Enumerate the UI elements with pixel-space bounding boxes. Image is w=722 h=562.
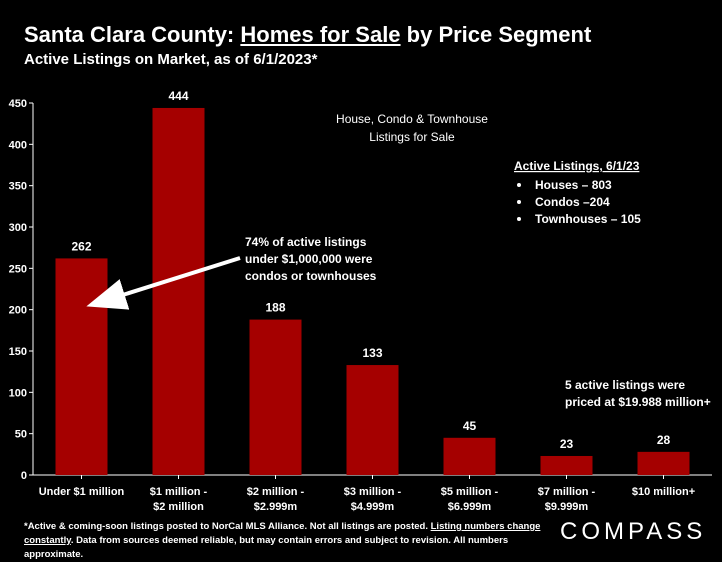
arrow-note: 74% of active listings under $1,000,000 w…: [245, 235, 377, 283]
bar: [346, 365, 399, 475]
title-suffix: by Price Segment: [400, 22, 592, 47]
x-tick-label-line: $5 million -: [441, 486, 499, 498]
arrow-note-line: 74% of active listings: [245, 235, 367, 249]
chart-label-line: Listings for Sale: [369, 130, 455, 144]
bar: [55, 258, 108, 475]
legend-bullet: [517, 200, 521, 204]
y-tick-label: 300: [9, 222, 27, 234]
title-highlight: Homes for Sale: [240, 22, 401, 47]
x-tick-label: Under $1 million: [39, 486, 125, 498]
x-tick-label: $7 million - $9.999m: [538, 486, 596, 513]
arrow-note-line: under $1,000,000 were: [245, 252, 373, 266]
x-tick-label-line: $4.999m: [351, 501, 395, 513]
y-tick-label: 200: [9, 305, 27, 317]
x-tick-label: $3 million - $4.999m: [344, 486, 402, 513]
data-label: 133: [362, 346, 382, 360]
y-tick-label: 350: [9, 181, 27, 193]
data-label: 188: [265, 301, 285, 315]
x-tick-label: $5 million - $6.999m: [441, 486, 499, 513]
data-label: 45: [463, 419, 477, 433]
corner-note-line: 5 active listings were: [565, 378, 685, 392]
x-tick-label-line: $9.999m: [545, 501, 589, 513]
data-label: 28: [657, 433, 671, 447]
data-label: 262: [71, 239, 91, 253]
footnote: *Active & coming-soon listings posted to…: [24, 520, 544, 562]
x-tick-label-line: $2 million: [153, 501, 204, 513]
footnote-text-2: . Data from sources deemed reliable, but…: [24, 535, 509, 560]
x-tick-label-line: $2 million -: [247, 486, 305, 498]
footnote-link: Listing numbers change constantly: [24, 521, 541, 546]
bar: [637, 451, 690, 475]
arrow-note-line: condos or townhouses: [245, 269, 377, 283]
compass-logo: COMPASS: [560, 518, 707, 545]
bar: [443, 437, 496, 475]
y-tick-label: 0: [21, 470, 27, 482]
footnote-text-1: *Active & coming-soon listings posted to…: [24, 521, 431, 532]
x-tick-label: $2 million - $2.999m: [247, 486, 305, 513]
y-tick-label: 400: [9, 139, 27, 151]
x-tick-label-line: Under $1 million: [39, 486, 125, 498]
y-tick-label: 100: [9, 387, 27, 399]
data-label: 23: [560, 437, 574, 451]
y-tick-label: 150: [9, 346, 27, 358]
x-tick-label: $10 million+: [632, 486, 695, 498]
y-tick-label: 250: [9, 263, 27, 275]
corner-note: 5 active listings were priced at $19.988 …: [565, 378, 711, 409]
bar-chart: 0 50 100 150 200 250 300 350 400 450 Under $1 mill…: [9, 89, 712, 513]
y-tick-label: 450: [9, 98, 27, 110]
x-tick-label-line: $10 million+: [632, 486, 695, 498]
legend-title: Active Listings, 6/1/23: [514, 159, 640, 173]
x-tick-label: $1 million - $2 million: [150, 486, 208, 513]
legend-item: Condos –204: [535, 195, 610, 209]
x-tick-label-line: $7 million -: [538, 486, 596, 498]
arrow-icon: [86, 256, 241, 310]
chart-subtitle: Active Listings on Market, as of 6/1/202…: [24, 51, 318, 68]
legend-bullet: [517, 217, 521, 221]
bar: [540, 455, 593, 475]
data-label: 444: [168, 89, 188, 103]
chart-title: Santa Clara County: Homes for Sale by Pr…: [24, 22, 591, 48]
x-tick-label-line: $6.999m: [448, 501, 492, 513]
legend-item: Townhouses – 105: [535, 212, 641, 226]
legend-item: Houses – 803: [535, 178, 612, 192]
bar: [152, 107, 205, 476]
x-tick-label-line: $1 million -: [150, 486, 208, 498]
legend-bullet: [517, 183, 521, 187]
x-tick-label-line: $3 million -: [344, 486, 402, 498]
x-tick-label-line: $2.999m: [254, 501, 298, 513]
chart-label: House, Condo & Townhouse Listings for Sal…: [336, 112, 488, 144]
title-prefix: Santa Clara County:: [24, 22, 241, 47]
corner-note-line: priced at $19.988 million+: [565, 395, 711, 409]
chart-label-line: House, Condo & Townhouse: [336, 112, 488, 126]
bar: [249, 319, 302, 475]
y-tick-label: 50: [15, 429, 27, 441]
